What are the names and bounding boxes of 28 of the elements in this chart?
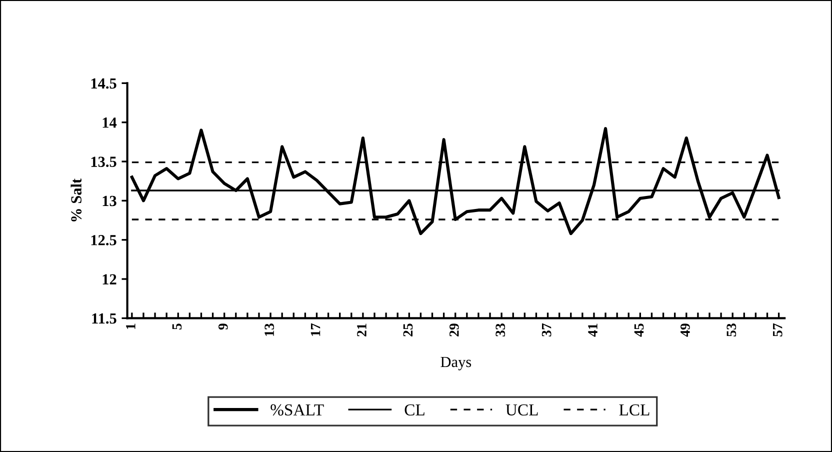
y-tick-label: 11.5 — [92, 313, 116, 324]
x-tick-label: 1 — [126, 324, 136, 329]
y-tick-label: 14 — [102, 118, 117, 128]
x-tick-label: 9 — [218, 324, 228, 330]
x-tick-label: 53 — [726, 324, 736, 336]
y-tick-label: 13.5 — [91, 156, 116, 168]
x-tick-label: 21 — [357, 324, 366, 336]
x-tick-label: 25 — [403, 324, 413, 336]
y-tick-label: 12 — [102, 274, 116, 284]
x-tick-label: 17 — [310, 323, 320, 336]
x-tick-label: 45 — [634, 324, 644, 337]
legend-label: LCL — [619, 404, 650, 416]
x-tick-label: 29 — [450, 324, 459, 336]
x-tick-label: 37 — [542, 323, 552, 336]
y-tick-label: 13 — [102, 196, 116, 206]
x-tick-label: 57 — [773, 323, 782, 336]
legend-label: UCL — [506, 404, 538, 416]
x-tick-label: 41 — [588, 324, 598, 337]
x-tick-label: 13 — [264, 324, 274, 336]
y-axis-title: % Salt — [70, 178, 82, 222]
legend-label: CL — [404, 404, 424, 416]
x-axis-title: Days — [440, 356, 472, 370]
x-tick-label: 33 — [496, 324, 506, 336]
x-tick-label: 5 — [172, 324, 182, 330]
y-tick-label: 12.5 — [91, 235, 116, 246]
x-tick-label: 49 — [680, 324, 690, 337]
legend-label: %SALT — [270, 404, 324, 416]
y-tick-label: 14.5 — [91, 78, 116, 89]
